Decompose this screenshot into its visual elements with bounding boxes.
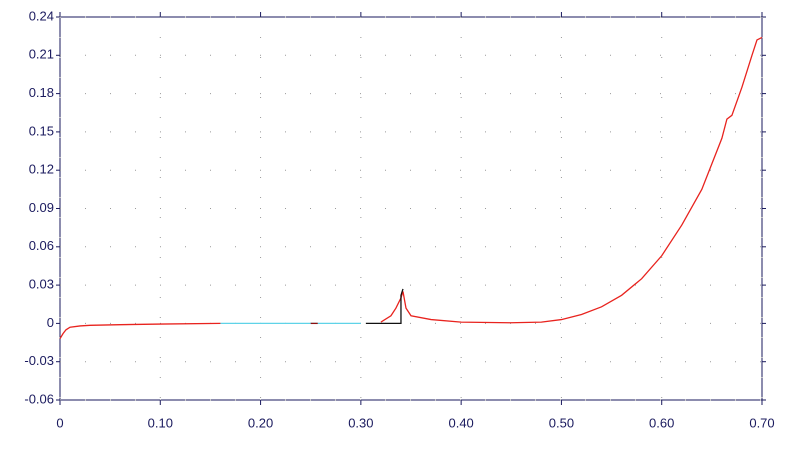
- data-line: [59, 36, 763, 340]
- y-tick-label: 0.15: [29, 123, 54, 138]
- x-tick-label: 0.10: [148, 415, 173, 430]
- x-tick-label: 0.50: [549, 415, 574, 430]
- x-tick-label: 0.70: [749, 415, 774, 430]
- x-tick-label: 0: [56, 415, 63, 430]
- x-tick-label: 0.40: [448, 415, 473, 430]
- data-line: [365, 288, 404, 325]
- y-tick-label: 0.09: [29, 200, 54, 215]
- y-tick-label: 0.18: [29, 85, 54, 100]
- y-tick-label: 0.06: [29, 238, 54, 253]
- x-tick-label: 0.60: [649, 415, 674, 430]
- y-tick-label: 0: [47, 315, 54, 330]
- y-tick-label: 0.24: [29, 8, 54, 23]
- y-tick-label: -0.06: [24, 391, 54, 406]
- x-tick-label: 0.30: [348, 415, 373, 430]
- y-tick-label: 0.12: [29, 162, 54, 177]
- x-tick-label: 0.20: [248, 415, 273, 430]
- y-tick-label: 0.21: [29, 47, 54, 62]
- y-tick-label: 0.03: [29, 277, 54, 292]
- y-tick-label: -0.03: [24, 353, 54, 368]
